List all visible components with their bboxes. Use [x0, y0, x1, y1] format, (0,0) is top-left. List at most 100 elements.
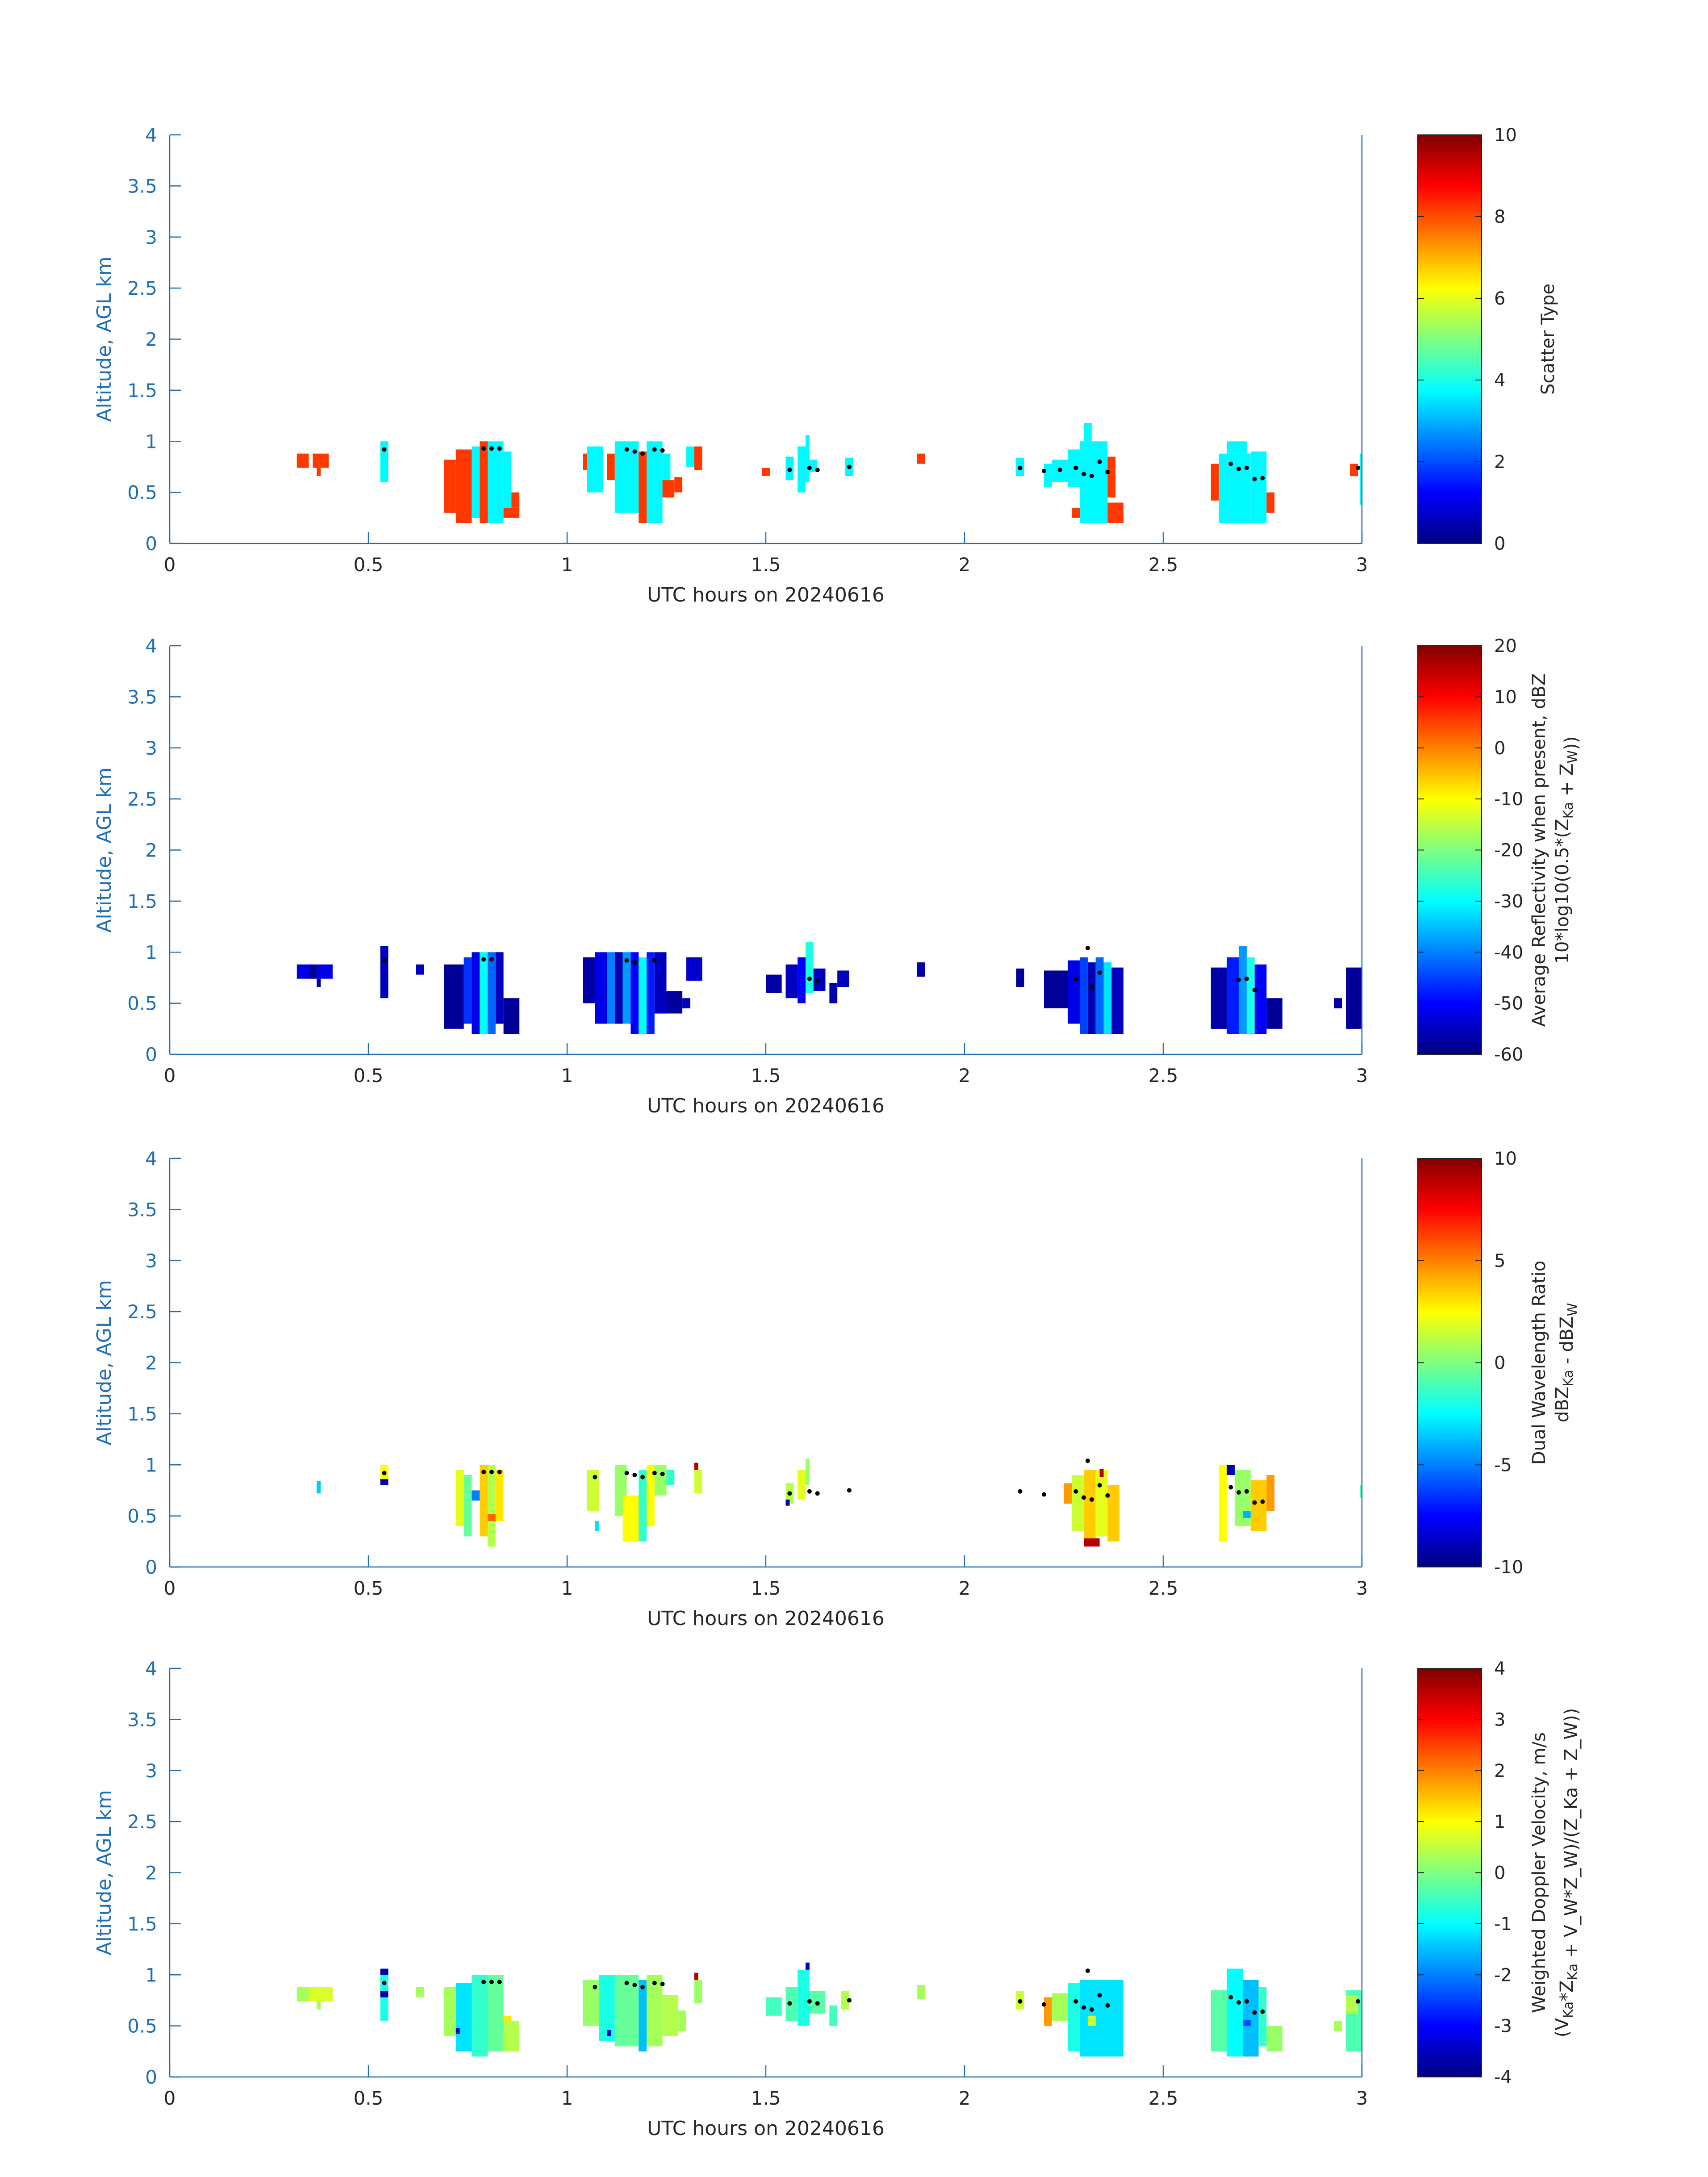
- marker-dot: [1252, 1500, 1257, 1505]
- x-tick-label: 1: [561, 1577, 573, 1599]
- heatmap-cell: [464, 1475, 472, 1537]
- colorbar-frame: [1417, 134, 1482, 544]
- marker-dot: [847, 1488, 852, 1493]
- heatmap-cell: [1211, 464, 1219, 501]
- heatmap-cell: [472, 1975, 488, 2057]
- heatmap-cell: [686, 446, 694, 467]
- y-tick-label: 0: [145, 1044, 157, 1066]
- marker-dot: [652, 1471, 657, 1475]
- heatmap-cell: [1064, 1483, 1072, 1504]
- marker-dot: [1097, 1993, 1102, 1997]
- marker-dot: [624, 447, 629, 452]
- marker-dot: [807, 465, 812, 470]
- colorbar-tick-label: 8: [1494, 207, 1505, 227]
- x-tick-label: 0.5: [354, 554, 384, 576]
- heatmap-cell: [1080, 1980, 1123, 2057]
- y-tick-label: 3.5: [127, 686, 157, 708]
- colorbar-tick-label: -1: [1494, 1914, 1512, 1935]
- colorbar-tick-label: 4: [1494, 1659, 1505, 1679]
- heatmap-cell: [1250, 451, 1267, 523]
- colorbar-tick-label: -4: [1494, 2067, 1512, 2088]
- heatmap-cell: [1103, 962, 1112, 1034]
- heatmap-cell: [317, 2001, 321, 2010]
- marker-dot: [1244, 976, 1249, 981]
- heatmap-cell: [607, 453, 615, 481]
- y-tick-label: 3: [145, 1760, 157, 1782]
- colorbar-label: Weighted Doppler Velocity, m/s: [1529, 1732, 1549, 2013]
- colorbar-label: Scatter Type: [1538, 284, 1558, 395]
- marker-dot: [1260, 1499, 1265, 1504]
- heatmap-cell: [488, 1465, 496, 1547]
- x-tick-label: 1: [561, 554, 573, 576]
- heatmap-cell: [614, 952, 623, 1024]
- heatmap-cell: [798, 1470, 806, 1500]
- marker-dot: [593, 1475, 597, 1479]
- heatmap-cell: [806, 942, 814, 993]
- marker-dot: [640, 451, 645, 456]
- colorbar: [1418, 1158, 1482, 1567]
- heatmap-cell: [317, 468, 321, 476]
- marker-dot: [593, 1985, 597, 1989]
- heatmap-cell: [607, 2030, 611, 2036]
- marker-dot: [1097, 970, 1102, 975]
- panel-3: 0 0.5 1 1.5 2 2.5 3 0 0.5 1 1.5 2 2.5 3 3.5 4 UTC hours …: [93, 1148, 1581, 1630]
- marker-dot: [807, 976, 812, 981]
- heatmap-cell: [1346, 967, 1362, 1029]
- heatmap-cell: [813, 968, 826, 991]
- colorbar-tick-label: -30: [1494, 891, 1523, 912]
- heatmap-cell: [647, 441, 663, 523]
- x-tick-label: 2: [959, 554, 971, 576]
- colorbar-label: Average Reflectivity when present, dBZ: [1529, 673, 1549, 1027]
- heatmap-cell: [1084, 1470, 1096, 1542]
- heatmap-cell: [1095, 957, 1104, 1034]
- heatmap-cell: [503, 2021, 520, 2052]
- marker-dot: [1236, 2000, 1241, 2005]
- y-tick-label: 4: [145, 1658, 157, 1680]
- heatmap-cell: [380, 441, 388, 482]
- marker-dot: [1042, 1492, 1046, 1497]
- marker-dot: [489, 957, 494, 962]
- heatmap-cell: [595, 952, 607, 1024]
- y-tick-label: 0.5: [127, 1505, 157, 1527]
- formula-part: W: [1565, 750, 1581, 764]
- marker-dot: [1089, 474, 1094, 478]
- heatmap-cell: [455, 449, 472, 523]
- heatmap-cell: [1211, 967, 1227, 1029]
- heatmap-cell: [1095, 1470, 1108, 1537]
- heatmap-cell: [488, 441, 504, 523]
- heatmap-cell: [511, 492, 520, 508]
- marker-dot: [497, 446, 502, 451]
- marker-dots: [382, 1458, 1265, 1505]
- marker-dot: [1244, 1489, 1249, 1494]
- y-tick-label: 0: [145, 2066, 157, 2088]
- heatmap-cell: [674, 477, 683, 493]
- heatmap-cell: [647, 1465, 655, 1526]
- heatmap-cell: [639, 957, 647, 1034]
- marker-dot: [815, 1491, 820, 1496]
- marker-dot: [1260, 476, 1265, 481]
- heatmap-cell: [472, 1490, 480, 1501]
- heatmap-cell: [686, 957, 702, 981]
- heatmap-cell: [488, 952, 496, 1034]
- formula-part: Ka: [1561, 2002, 1576, 2018]
- heatmap-cell: [455, 1983, 472, 2052]
- marker-dot: [481, 957, 486, 962]
- marker-dots: [382, 446, 1361, 481]
- colorbar-tick-label: 1: [1494, 1812, 1505, 1832]
- heatmap-cell: [1334, 2021, 1342, 2031]
- marker-dot: [807, 1999, 812, 2004]
- y-tick-label: 4: [145, 635, 157, 657]
- y-tick-label: 0.5: [127, 482, 157, 504]
- marker-dot: [1244, 1999, 1249, 2004]
- colorbar-tick-label: -5: [1494, 1455, 1512, 1475]
- formula-part: + V_W*Z_W)/(Z_Ka + Z_W)): [1561, 1708, 1582, 1964]
- marker-dot: [1085, 946, 1090, 951]
- heatmap-cell: [806, 1458, 810, 1485]
- heatmap-cell: [1068, 1983, 1080, 2052]
- heatmap-cell: [503, 2015, 512, 2021]
- heatmap-cell: [1072, 507, 1080, 518]
- marker-dot: [382, 958, 387, 963]
- colorbar: [1418, 135, 1482, 543]
- y-tick-label: 2: [145, 1352, 157, 1374]
- formula-part: *Z: [1557, 1980, 1577, 2001]
